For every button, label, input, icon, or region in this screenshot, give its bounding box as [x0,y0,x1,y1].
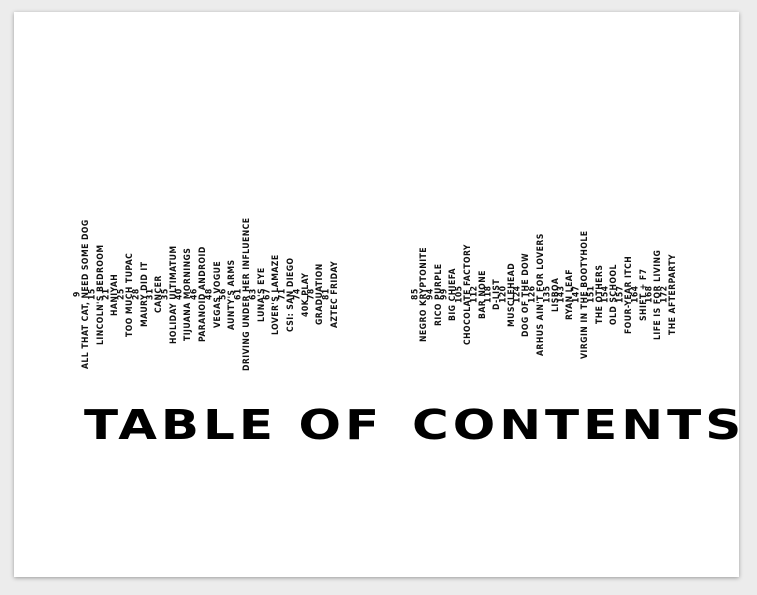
document-page: 9 ALL THAT CAT, NEED SOME DOG 15 LINCOLN'S … [14,12,741,577]
entry-title: AZTEC FRIDAY [329,260,340,329]
heading-table-of: TABLE OF [84,401,384,449]
heading-contents: CONTENTS [412,401,746,449]
contents-column-right: 85 NEGRO KRYPTONITE 94 RICO PURPLE 99 BIG CHI… [410,192,678,397]
contents-entry: 172 THE AFTERPARTY [659,192,678,397]
contents-entry: 81 AZTEC FRIDAY [321,192,340,397]
contents-column-left: 9 ALL THAT CAT, NEED SOME DOG 15 LINCOLN'S … [72,192,340,397]
entry-title: THE AFTERPARTY [667,253,678,336]
